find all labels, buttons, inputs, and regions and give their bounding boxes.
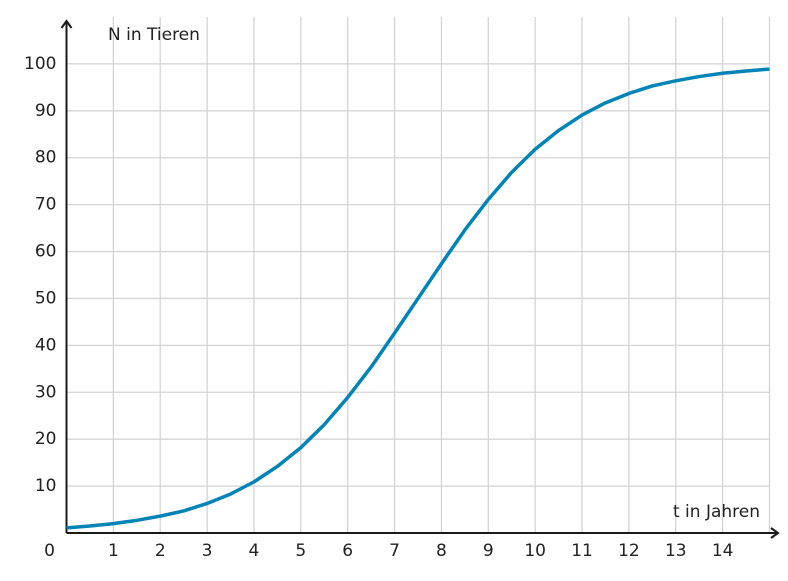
y-tick-label: 90 — [35, 101, 57, 121]
y-axis-label: N in Tieren — [108, 25, 200, 45]
y-tick-label: 20 — [35, 429, 57, 449]
x-tick-label: 9 — [483, 541, 494, 561]
y-tick-label: 30 — [35, 382, 57, 402]
x-axis-label: t in Jahren — [673, 502, 760, 522]
x-tick-label: 6 — [342, 541, 353, 561]
x-tick-label: 12 — [618, 541, 640, 561]
x-tick-label: 11 — [571, 541, 593, 561]
x-tick-label: 14 — [712, 541, 734, 561]
y-tick-label: 100 — [24, 54, 56, 74]
x-tick-label: 1 — [108, 541, 119, 561]
x-tick-label: 5 — [295, 541, 306, 561]
plot: 0 1 2 3 4 5 6 7 8 9 10 11 12 13 1410203040506070809010… — [24, 17, 780, 561]
x-tick-label: 2 — [155, 541, 166, 561]
x-tick-label: 13 — [665, 541, 687, 561]
y-tick-label: 10 — [35, 476, 57, 496]
x-tick-label: 7 — [389, 541, 400, 561]
x-tick-label: 4 — [249, 541, 260, 561]
y-tick-label: 70 — [35, 195, 57, 215]
y-tick-label: 50 — [35, 288, 57, 308]
y-axis — [60, 19, 73, 533]
y-tick-label: 80 — [35, 148, 57, 168]
y-tick-label: 60 — [35, 242, 57, 262]
x-tick-label: 0 — [44, 541, 55, 561]
x-axis — [66, 527, 780, 539]
y-tick-label: 40 — [35, 335, 57, 355]
x-tick-label: 8 — [436, 541, 447, 561]
curve — [66, 67, 770, 530]
x-tick-label: 10 — [524, 541, 546, 561]
x-tick-label: 3 — [202, 541, 213, 561]
